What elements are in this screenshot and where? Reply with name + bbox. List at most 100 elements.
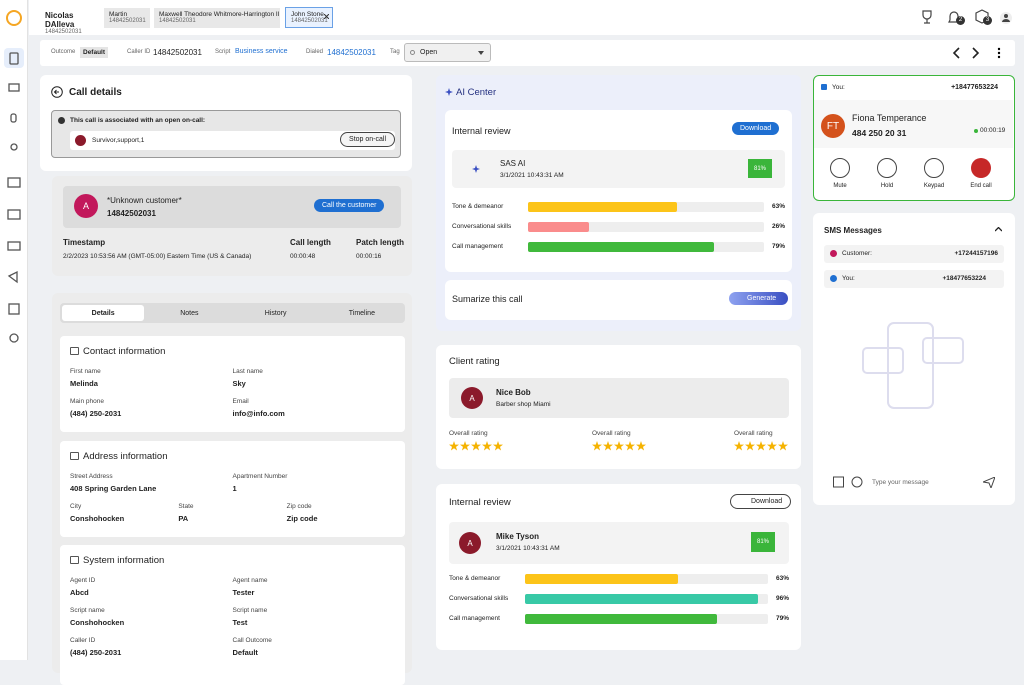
attach-icons[interactable] — [833, 476, 865, 489]
section: System information Agent ID Abcd Agent name… — [60, 545, 405, 685]
download-button[interactable]: Download — [730, 494, 792, 509]
metric-track — [528, 202, 764, 212]
tab[interactable]: Nicolas DAlleva 14842502031 — [40, 8, 100, 35]
metric-row: Call management 79% — [452, 241, 785, 253]
send[interactable] — [983, 477, 995, 488]
metric-row: Tone & demeanor 63% — [452, 201, 785, 213]
field-value: (484) 250-2031 — [70, 648, 122, 657]
dialed-link[interactable]: 14842502031 — [327, 48, 376, 57]
generate-button[interactable]: Generate — [729, 292, 789, 305]
star — [471, 441, 481, 451]
field-label: Street Address — [70, 473, 113, 480]
reviewer: SAS AI — [500, 159, 526, 168]
toolbar: Outcome Default Caller ID 14842502031 Sc… — [40, 40, 1015, 66]
control-button[interactable] — [971, 158, 991, 178]
sms-card: SMS Messages Customer: +17244157196 You: +1… — [813, 213, 1015, 505]
outcome[interactable]: Default — [80, 47, 109, 58]
control-button[interactable] — [830, 158, 850, 178]
metric-track — [525, 574, 768, 584]
field-value: Conshohocken — [70, 618, 125, 627]
column-header: Patch length — [356, 238, 405, 247]
rating-label: Overall rating — [734, 430, 773, 437]
tab-name: John Stone — [291, 11, 324, 18]
detail-tab[interactable]: Notes — [180, 309, 199, 317]
caller-number: 484 250 20 31 — [852, 128, 907, 138]
star — [493, 441, 503, 451]
you-label: You: — [832, 84, 845, 91]
date: 3/1/2021 10:43:31 AM — [496, 545, 560, 552]
field-label: Last name — [232, 368, 263, 375]
stop-button[interactable]: Stop on-call — [340, 132, 395, 147]
contact-icon — [830, 250, 837, 257]
sidebar — [0, 0, 28, 660]
detail-tab[interactable]: Details — [62, 305, 145, 321]
metric-row: Conversational skills 26% — [452, 221, 785, 233]
metric-label: 26% — [771, 223, 785, 230]
label: Outcome — [51, 49, 76, 55]
metric-name: Conversational skills — [449, 595, 509, 602]
contact-number: +18477653224 — [942, 275, 986, 282]
column-header: Timestamp — [63, 238, 106, 247]
control-button[interactable] — [877, 158, 897, 178]
metric-bar — [528, 222, 590, 232]
call-button[interactable]: Call the customer — [314, 199, 385, 212]
summarize: Sumarize this call — [452, 294, 523, 304]
tab[interactable]: Maxwell Theodore Whitmore-Harrington III… — [154, 8, 280, 28]
star — [767, 441, 777, 451]
avatar: A — [74, 194, 98, 218]
field: Script name Conshohocken — [70, 607, 233, 627]
sms-contact[interactable]: Customer: +17244157196 — [824, 245, 1004, 263]
collapse[interactable] — [995, 227, 1002, 232]
avatar: A — [459, 532, 481, 554]
field-value: Zip code — [286, 514, 318, 523]
download-button[interactable]: Download — [732, 122, 780, 135]
star — [734, 441, 744, 451]
sms-contact[interactable]: You: +18477653224 — [824, 270, 1004, 288]
field-label: Email — [232, 398, 249, 405]
metric-label: 96% — [775, 595, 789, 602]
date: 3/1/2021 10:43:31 AM — [500, 172, 564, 179]
client-subtitle: Barber shop Miami — [496, 401, 551, 408]
detail-tab[interactable]: Timeline — [348, 309, 375, 317]
message-input[interactable]: Type your message — [872, 479, 929, 486]
detail-tab[interactable]: History — [264, 309, 287, 317]
field-value: PA — [178, 514, 189, 523]
field-label: First name — [70, 368, 101, 375]
star — [745, 441, 755, 451]
tab-number: 14842502031 — [45, 29, 82, 35]
call-details-card: Call details This call is associated wit… — [40, 75, 412, 171]
star — [756, 441, 766, 451]
column-header: Call length — [290, 238, 331, 247]
title: Call details — [69, 87, 122, 98]
field-label: Script name — [70, 607, 105, 614]
caller-name: Fiona Temperance — [852, 113, 927, 123]
detail-tabs: Details Notes History Timeline — [60, 303, 405, 323]
tab[interactable]: Martin 14842502031 — [104, 8, 150, 28]
notice-text: This call is associated with an open on-… — [70, 117, 206, 124]
field: Agent ID Abcd — [70, 577, 233, 597]
metric-row: Conversational skills 96% — [449, 593, 789, 605]
field: Apartment Number 1 — [233, 473, 396, 493]
fields: Street Address 408 Spring Garden Lane Apar… — [60, 473, 405, 523]
tag-select[interactable]: Open — [404, 43, 491, 62]
top-icons[interactable] — [918, 8, 1018, 28]
field-value: Default — [232, 648, 258, 657]
you-number: +18477653224 — [951, 84, 998, 91]
nav-arrows[interactable] — [952, 47, 1007, 59]
field: Last name Sky — [233, 368, 396, 388]
back-button[interactable] — [51, 86, 63, 98]
field-label: Main phone — [70, 398, 104, 405]
call-length: 00:00:48 — [290, 253, 316, 260]
label: Script — [215, 49, 231, 55]
metric-row: Call management 79% — [449, 613, 789, 625]
section-title: System information — [83, 555, 165, 566]
tab-close[interactable] — [324, 14, 329, 19]
control-button[interactable] — [924, 158, 944, 178]
nav-active[interactable] — [4, 48, 24, 68]
nav-icons[interactable] — [7, 52, 21, 352]
control-label: Mute — [833, 183, 847, 189]
logo[interactable] — [6, 10, 22, 26]
script-link[interactable]: Business service — [235, 48, 288, 55]
avatar: FT — [821, 114, 845, 138]
tab-active[interactable]: John Stone 14842502031 — [285, 7, 333, 28]
